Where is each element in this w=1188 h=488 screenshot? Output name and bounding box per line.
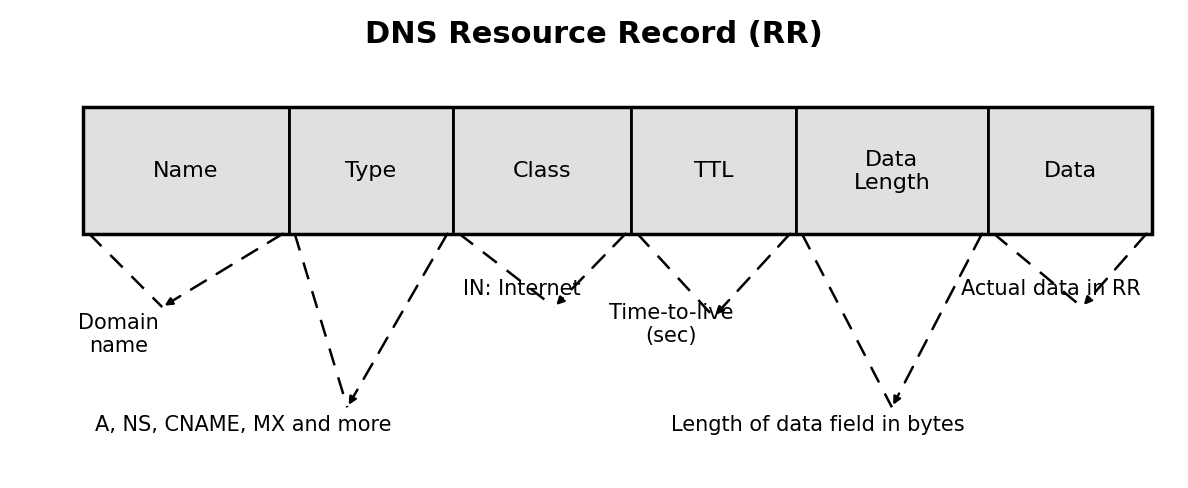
Bar bbox=[83, 107, 289, 234]
Text: Class: Class bbox=[513, 161, 571, 181]
Text: IN: Internet: IN: Internet bbox=[463, 278, 581, 298]
Text: Type: Type bbox=[346, 161, 397, 181]
Text: Name: Name bbox=[153, 161, 219, 181]
Text: Data: Data bbox=[1043, 161, 1097, 181]
Text: A, NS, CNAME, MX and more: A, NS, CNAME, MX and more bbox=[95, 415, 392, 434]
Bar bbox=[988, 107, 1152, 234]
Text: TTL: TTL bbox=[694, 161, 733, 181]
Text: Time-to-live
(sec): Time-to-live (sec) bbox=[609, 303, 733, 346]
Bar bbox=[83, 107, 1152, 234]
Text: Domain
name: Domain name bbox=[78, 312, 159, 355]
Text: Actual data in RR: Actual data in RR bbox=[961, 278, 1140, 298]
Bar bbox=[632, 107, 796, 234]
Bar bbox=[289, 107, 454, 234]
Bar bbox=[796, 107, 988, 234]
Bar bbox=[454, 107, 632, 234]
Text: Data
Length: Data Length bbox=[853, 149, 930, 192]
Text: DNS Resource Record (RR): DNS Resource Record (RR) bbox=[365, 20, 823, 49]
Text: Length of data field in bytes: Length of data field in bytes bbox=[671, 415, 965, 434]
